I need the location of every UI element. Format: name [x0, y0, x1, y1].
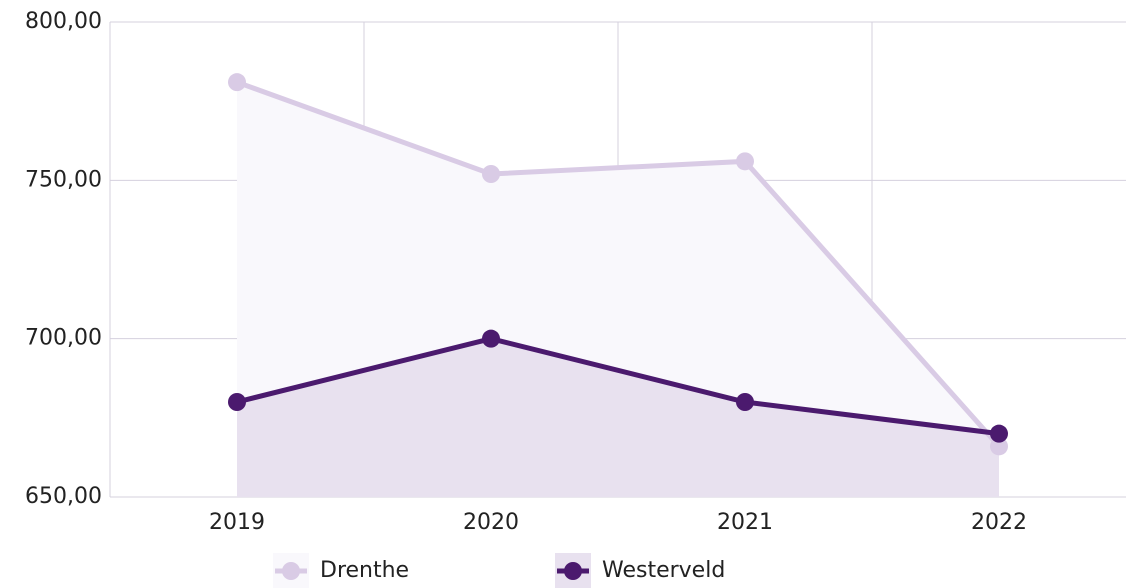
x-tick-label: 2022 [971, 510, 1027, 535]
point [228, 393, 246, 411]
point [736, 393, 754, 411]
area [237, 338, 999, 497]
line [236, 336, 1000, 437]
legend-label: Westerveld [602, 558, 725, 583]
legend-dot [282, 562, 300, 580]
y-tick-label: 750,00 [25, 167, 102, 192]
point [990, 437, 1008, 456]
y-tick-label: 700,00 [25, 326, 102, 351]
y-tick-label: 650,00 [25, 484, 102, 509]
y-tick-label: 800,00 [25, 9, 102, 34]
point [482, 329, 500, 348]
point [736, 152, 754, 171]
x-tick-label: 2020 [463, 510, 519, 535]
x-tick-label: 2021 [717, 510, 773, 535]
point [228, 73, 246, 92]
legend-label: Drenthe [320, 558, 409, 583]
point [482, 165, 500, 183]
line [236, 79, 1001, 448]
legend-dot [564, 562, 582, 580]
point [990, 424, 1008, 443]
x-tick-label: 2019 [209, 510, 265, 535]
